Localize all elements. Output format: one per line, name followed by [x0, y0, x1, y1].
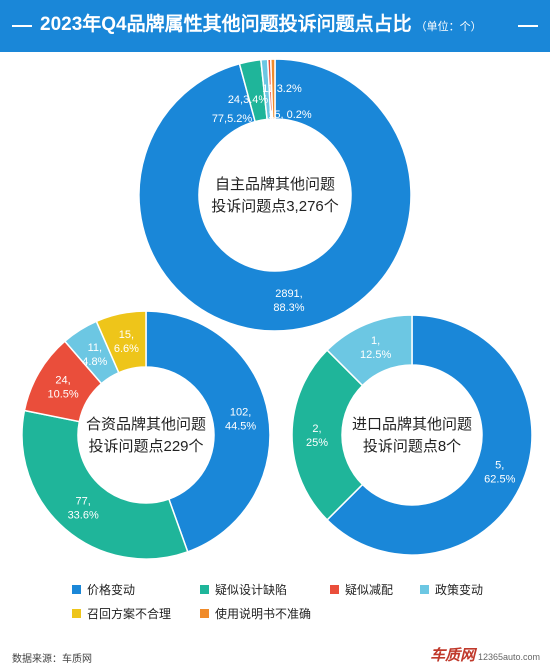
donut-center-label: 进口品牌其他问题投诉问题点8个 [352, 416, 472, 455]
donut-charts: 2891, 88.3% 77,5.2% 24,3.4%11,3.2% 15, 0.2% 自… [21, 58, 533, 560]
donut-slice [269, 58, 276, 120]
donut-slice [145, 310, 271, 553]
slice-label: 11, 4.8% [82, 342, 107, 368]
donut-slice [326, 314, 413, 387]
logo-text: 车质网 [430, 647, 476, 664]
donut-slice [138, 58, 412, 332]
site-logo: 车质网 12365auto.com [430, 644, 540, 665]
legend-label: 价格变动 [87, 583, 136, 597]
slice-label: 11,3.2% [262, 83, 302, 95]
donut-slice [95, 310, 147, 374]
chart-unit: （单位：个） [415, 21, 482, 33]
legend-item: 价格变动 [72, 581, 135, 598]
slice-label: 15, 6.6% [114, 329, 139, 355]
data-source: 数据来源：车质网 [12, 654, 92, 665]
legend-label: 疑似设计缺陷 [215, 583, 288, 597]
donut-center-label: 自主品牌其他问题投诉问题点3,276个 [211, 176, 339, 215]
slice-label: 2891, 88.3% [273, 288, 304, 314]
legend-swatch [330, 585, 339, 594]
legend-label: 使用说明书不准确 [215, 607, 312, 621]
legend-label: 召回方案不合理 [87, 607, 172, 621]
legend-label: 疑似减配 [345, 583, 394, 597]
donut-slice [291, 349, 364, 521]
donut-center-label: 合资品牌其他问题投诉问题点229个 [86, 416, 206, 455]
legend-swatch [200, 585, 209, 594]
slice-label: 24, 10.5% [47, 375, 78, 401]
slice-label: 1, 12.5% [360, 335, 391, 361]
chart-header: 2023年Q4品牌属性其他问题投诉问题点占比 （单位：个） [0, 0, 550, 52]
legend-swatch [200, 609, 209, 618]
header-rule-left [12, 25, 32, 27]
legend-label: 政策变动 [435, 583, 484, 597]
chart-title-text: 2023年Q4品牌属性其他问题投诉问题点占比 [40, 14, 412, 35]
legend-item: 疑似设计缺陷 [200, 581, 287, 598]
legend-item: 召回方案不合理 [72, 605, 171, 622]
header-rule-right [518, 25, 538, 27]
legend-swatch [420, 585, 429, 594]
logo-site: 12365auto.com [477, 652, 540, 662]
legend-item: 疑似减配 [330, 581, 393, 598]
slice-label: 77,5.2% [212, 113, 253, 125]
legend-item: 政策变动 [420, 581, 483, 598]
donut-slice [21, 409, 189, 560]
slice-label: 24,3.4% [228, 94, 269, 106]
chart-title: 2023年Q4品牌属性其他问题投诉问题点占比 （单位：个） [40, 12, 482, 40]
legend-item: 使用说明书不准确 [200, 605, 311, 622]
slice-label: 2, 25% [306, 423, 328, 449]
legend-swatch [72, 585, 81, 594]
slice-label: 77, 33.6% [68, 496, 99, 522]
slice-label: 5, 62.5% [484, 459, 515, 485]
donut-slice [326, 314, 533, 556]
legend-swatch [72, 609, 81, 618]
slice-label: 102, 44.5% [225, 407, 256, 433]
slice-label: 15, 0.2% [268, 109, 312, 121]
